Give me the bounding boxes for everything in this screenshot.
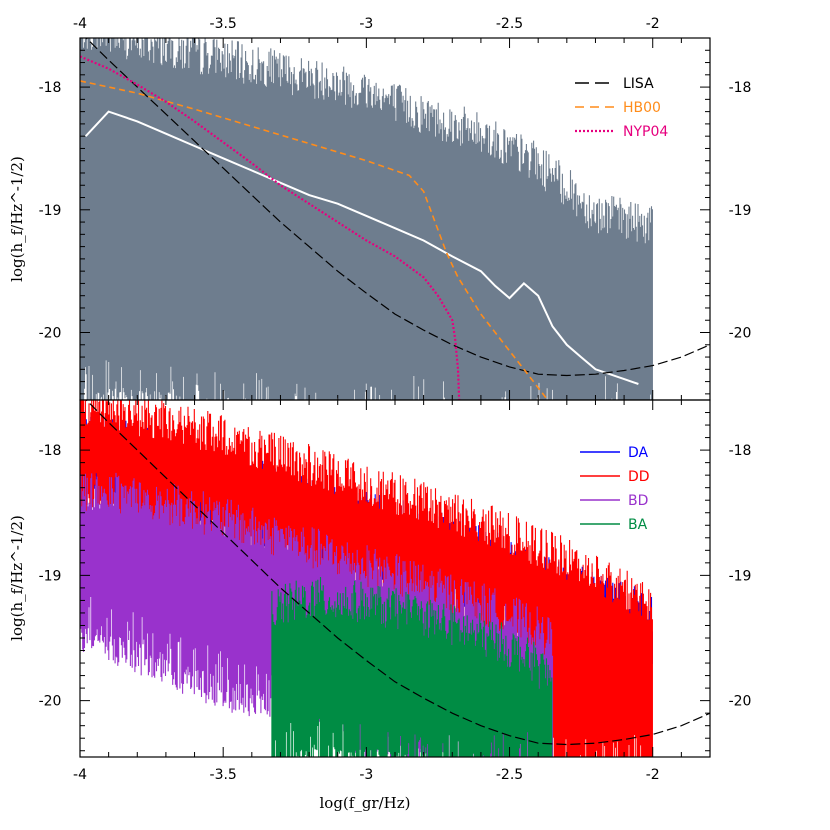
legend-label-nyp04: NYP04 [623,124,668,140]
bottom-legend: DA DD BD BA [580,445,650,533]
y-tick-label-left: -18 [39,80,62,96]
y-tick-label-left: -20 [39,694,62,710]
bottom-x-axis-label: log(f_gr/Hz) [320,794,411,812]
legend-label-dd: DD [628,469,650,485]
y-tick-label-right: -18 [729,80,752,96]
y-tick-label-left: -18 [39,443,62,459]
y-tick-label-right: -18 [729,443,752,459]
y-tick-label-right: -20 [729,694,752,710]
series-mean-spectrum-line [84,110,639,385]
x-tick-label-bottom: -2 [646,767,660,783]
x-tick-label-bottom: -3.5 [210,767,237,783]
legend-label-bd: BD [628,493,648,509]
series-nyp04-line [80,55,461,400]
legend-label-da: DA [628,445,649,461]
series-lisa-line [85,38,710,377]
series-ba-area [271,577,553,757]
legend-label-hb00: HB00 [623,100,661,116]
bottom-y-axis-label: log(h_f/Hz^-1/2) [8,515,26,641]
x-tick-label-bottom: -3 [359,767,373,783]
series-galactic-binary-signal-noise-envelope- [80,38,653,400]
legend-label-ba: BA [628,517,648,533]
top-panel: -4 -3.5 -3 -2.5 -2 -18 -18 -19 -19 -20 -20 log(h_f… [8,16,752,401]
y-tick-label-right: -19 [729,568,752,584]
bottom-panel: -4 -3.5 -3 -2.5 -2 -18 -18 -19 -19 -20 -20 log(h_f… [8,399,752,812]
y-tick-label-right: -20 [729,326,752,342]
x-tick-label-bottom: -2.5 [496,767,523,783]
series-ba [271,577,553,757]
series-galactic-binary-signal-noise-envelope--area [80,38,653,400]
y-tick-label-right: -19 [729,203,752,219]
series-hb00-line [80,80,549,400]
top-legend: LISA HB00 NYP04 [575,76,668,140]
top-y-axis-label: log(h_f/Hz^-1/2) [8,156,26,282]
x-tick-label-top: -2 [646,16,660,32]
y-tick-label-left: -19 [39,203,62,219]
y-tick-label-left: -20 [39,326,62,342]
y-tick-label-left: -19 [39,568,62,584]
x-tick-label-top: -3.5 [210,16,237,32]
x-tick-label-top: -3 [359,16,373,32]
x-tick-label-top: -2.5 [496,16,523,32]
x-tick-label-top: -4 [73,16,87,32]
legend-label-lisa: LISA [623,76,654,92]
x-tick-label-bottom: -4 [73,767,87,783]
series-lisa-line [85,400,710,746]
